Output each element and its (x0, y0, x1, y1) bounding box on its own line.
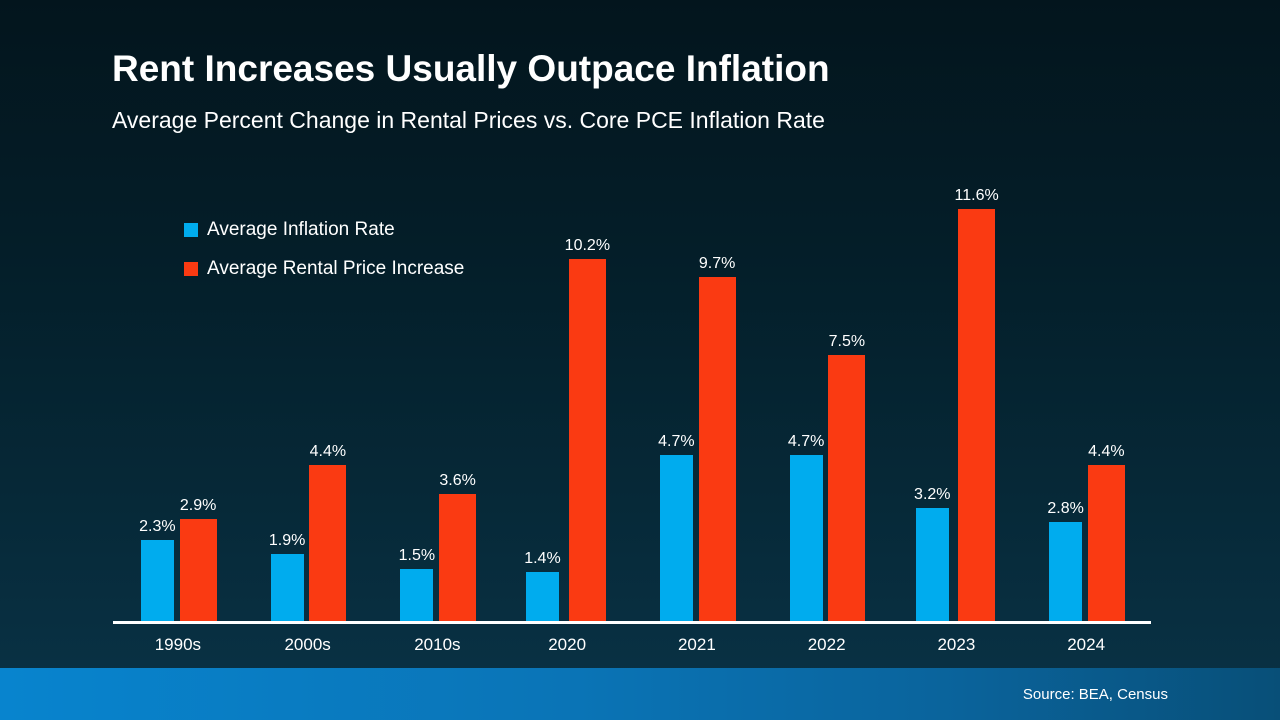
inflation-bar-2000s (270, 554, 304, 622)
bar-column: 2.9% (179, 496, 217, 622)
x-tick-label-2022: 2022 (807, 635, 846, 654)
bar-value-label-1990s: 2.9% (179, 496, 217, 514)
inflation-bar-2024 (1049, 522, 1083, 622)
header: Rent Increases Usually Outpace Inflation… (112, 48, 830, 134)
bar-value-label-2020: 1.4% (524, 550, 561, 568)
bar-value-label-2021: 9.7% (698, 254, 736, 272)
bar-value-label-2024: 2.8% (1047, 500, 1084, 518)
bar-value-label-2021: 4.7% (658, 432, 695, 450)
bar-group-1990s: 2.3% 2.9% (113, 497, 243, 622)
bar-column: 2.3% (139, 518, 176, 622)
x-tick-label-2010s: 2010s (414, 635, 461, 654)
rental-bar-2021 (698, 276, 736, 622)
legend-item: Average Rental Price Increase (184, 258, 464, 280)
rental-bar-1990s (179, 518, 217, 622)
bar-group-2021: 4.7% 9.7% (632, 255, 762, 622)
bar-chart-plot-area: 2.3% 2.9% 1.9% 4.4% 1.5% 3.6% 1.4% 10.2% 4.7% 9.7… (113, 122, 1151, 622)
bar-value-label-2000s: 4.4% (309, 443, 347, 461)
source-note: Source: BEA, Census (1022, 685, 1168, 703)
bar-column: 4.7% (658, 432, 695, 622)
bar-value-label-2022: 4.7% (787, 432, 825, 450)
bar-value-label-2023: 3.2% (914, 486, 951, 504)
bar-value-label-2024: 4.4% (1088, 443, 1125, 461)
bar-group-2022: 4.7% 7.5% (762, 333, 892, 622)
legend-label: Average Inflation Rate (207, 219, 395, 240)
chart-legend: Average Inflation Rate Average Rental Pri… (184, 219, 464, 280)
bar-column: 3.6% (439, 471, 477, 622)
bar-group-2023: 3.2% 11.6% (892, 187, 1022, 622)
legend-item: Average Inflation Rate (184, 219, 464, 241)
rental-bar-2024 (1087, 465, 1125, 622)
bar-group-2000s: 1.9% 4.4% (243, 443, 373, 622)
inflation-bar-2023 (915, 508, 949, 622)
footer-bar: Source: BEA, Census (0, 668, 1280, 720)
legend-label: Average Rental Price Increase (207, 258, 465, 279)
x-tick-label-2024: 2024 (1067, 635, 1106, 654)
bar-column: 2.8% (1047, 500, 1084, 622)
bar-column: 3.2% (914, 486, 951, 622)
inflation-bar-1990s (140, 540, 174, 622)
legend-swatch-icon (184, 262, 198, 276)
bar-group-2020: 1.4% 10.2% (502, 237, 632, 622)
x-tick-label-2020: 2020 (548, 635, 587, 654)
bar-group-2010s: 1.5% 3.6% (373, 472, 503, 622)
page-title: Rent Increases Usually Outpace Inflation (112, 48, 830, 89)
inflation-bar-2010s (400, 568, 434, 622)
rental-bar-2010s (439, 493, 477, 622)
x-tick-label-2023: 2023 (937, 635, 976, 654)
bar-value-label-2023: 11.6% (954, 187, 999, 204)
bar-column: 4.4% (1087, 443, 1125, 622)
x-tick-label-1990s: 1990s (154, 635, 202, 654)
x-axis-labels: 1990s 2000s 2010s 2020 2021 2022 2023 2024 (113, 635, 1151, 655)
legend-swatch-icon (184, 223, 198, 237)
bar-value-label-2020: 10.2% (564, 236, 611, 254)
x-tick-label-2000s: 2000s (284, 635, 331, 654)
bar-value-label-2000s: 1.9% (268, 532, 306, 550)
bar-column: 1.9% (269, 532, 305, 622)
bar-column: 1.5% (399, 547, 435, 622)
x-tick-label-2021: 2021 (677, 635, 716, 654)
bar-value-label-1990s: 2.3% (139, 518, 176, 536)
rental-bar-2020 (568, 258, 606, 622)
bar-column: 1.4% (524, 550, 561, 622)
bar-column: 9.7% (698, 254, 736, 622)
bar-column: 4.4% (309, 443, 347, 622)
rental-bar-2023 (958, 209, 996, 622)
rental-bar-2000s (309, 465, 347, 622)
bar-column: 11.6% (955, 187, 999, 622)
page-subtitle: Average Percent Change in Rental Prices … (112, 106, 825, 133)
bar-column: 7.5% (828, 333, 866, 622)
bar-column: 10.2% (565, 237, 610, 622)
bar-value-label-2022: 7.5% (828, 333, 866, 350)
inflation-bar-2021 (659, 454, 693, 622)
inflation-bar-2022 (789, 454, 823, 622)
bar-value-label-2010s: 3.6% (439, 471, 476, 489)
bar-group-2024: 2.8% 4.4% (1021, 443, 1151, 622)
bar-column: 4.7% (788, 433, 824, 622)
x-axis-line (113, 621, 1151, 624)
bar-value-label-2010s: 1.5% (398, 546, 436, 564)
inflation-bar-2020 (525, 572, 559, 622)
rental-bar-2022 (828, 355, 866, 622)
